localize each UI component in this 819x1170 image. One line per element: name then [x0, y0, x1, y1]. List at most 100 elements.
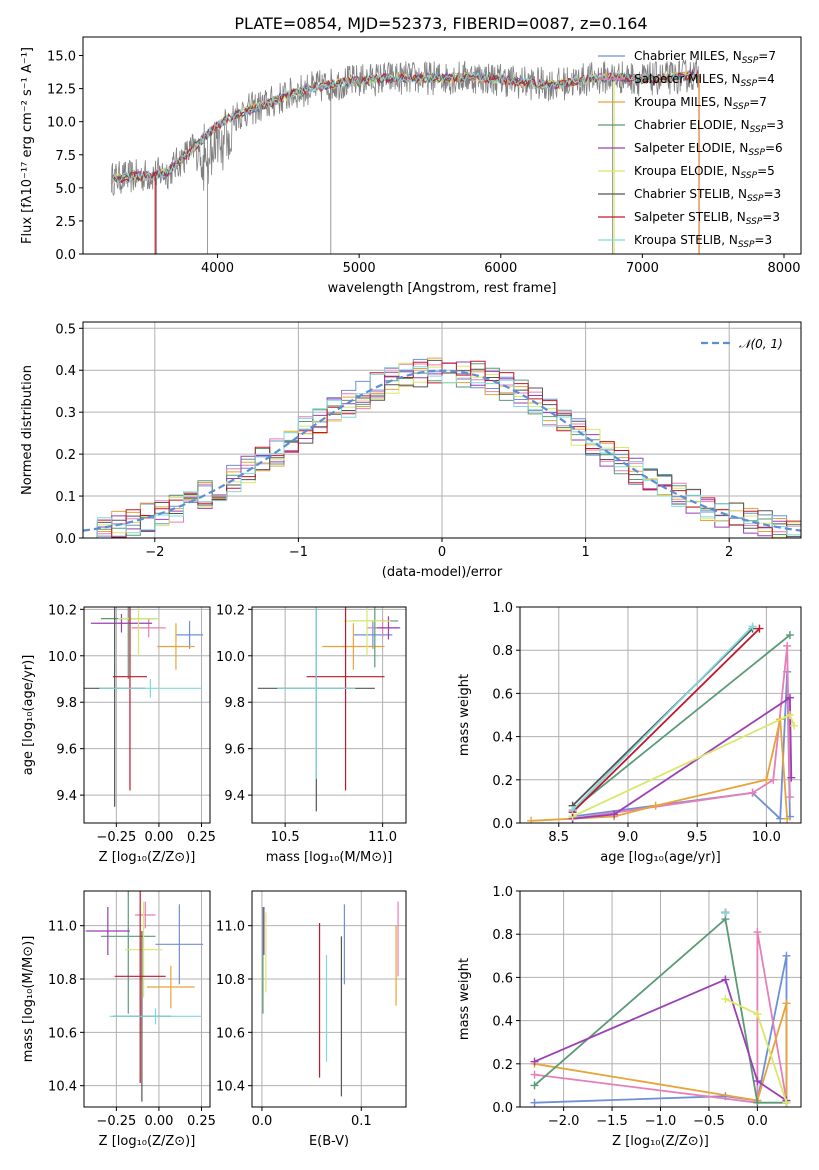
- weight-marker-salpeter_miles: [530, 1070, 539, 1079]
- weight-marker-salpeter_elodie: [787, 773, 796, 782]
- weight-marker-salpeter_miles: [753, 928, 762, 937]
- y-tick-label: 15.0: [47, 50, 76, 65]
- legend-label: Chabrier STELIB, NSSP=3: [634, 187, 781, 204]
- weight-marker-salpeter_stelib: [755, 624, 764, 633]
- y-axis-label: mass weight: [457, 674, 472, 756]
- x-tick-label: −1.0: [645, 1114, 677, 1129]
- weight-marker-kroupa_stelib: [748, 622, 757, 631]
- y-tick-label: 1.0: [492, 885, 513, 900]
- y-tick-label: 0.6: [492, 971, 513, 986]
- plot-frame: [519, 890, 802, 1108]
- error-bars: [257, 607, 401, 812]
- y-tick-label: 10.8: [216, 973, 245, 988]
- x-tick-label: 8000: [767, 261, 800, 276]
- y-tick-label: 0.2: [55, 448, 76, 463]
- weight-line-salpeter_stelib: [571, 627, 761, 813]
- x-tick-label: 0.00: [144, 1114, 173, 1129]
- error-bars: [84, 607, 204, 807]
- x-tick-label: 7000: [626, 261, 659, 276]
- x-axis-label: Z [log₁₀(Z/Z⊙)]: [99, 850, 196, 865]
- y-tick-label: 9.6: [56, 743, 77, 758]
- y-tick-label: 0.4: [55, 364, 76, 379]
- y-tick-label: 7.5: [55, 149, 76, 164]
- legend-subscript: SSP: [738, 240, 755, 250]
- y-tick-label: 9.4: [224, 789, 245, 804]
- y-tick-label: 0.1: [55, 490, 76, 505]
- legend-value: =3: [766, 118, 784, 132]
- weight-lines: [527, 622, 799, 823]
- legend-subscript: SSP: [741, 79, 758, 89]
- weight-marker-salpeter_miles: [785, 793, 794, 802]
- y-axis-label: Flux [fλ10⁻¹⁷ erg cm⁻² s⁻¹ A⁻¹]: [20, 47, 35, 244]
- weight-marker-chabrier_miles: [530, 1098, 539, 1107]
- y-axis-label: age [log₁₀(age/yr)]: [21, 655, 36, 776]
- weight-marker-kroupa_stelib: [568, 806, 577, 815]
- x-tick-label: 2: [725, 545, 733, 560]
- weight-marker-salpeter_miles: [748, 788, 757, 797]
- weight-marker-kroupa_miles: [762, 775, 771, 784]
- x-axis-label: Z [log₁₀(Z/Z⊙)]: [612, 1134, 709, 1149]
- x-tick-label: 0: [438, 545, 446, 560]
- y-tick-label: 9.4: [56, 789, 77, 804]
- x-tick-label: −0.25: [96, 830, 136, 845]
- y-tick-label: 11.0: [216, 920, 245, 935]
- figure-title: PLATE=0854, MJD=52373, FIBERID=0087, z=0…: [234, 14, 647, 33]
- x-tick-label: 6000: [484, 261, 517, 276]
- y-tick-label: 0.8: [492, 644, 513, 659]
- plot-frame: [83, 606, 211, 824]
- y-tick-label: 0.0: [492, 1101, 513, 1116]
- legend-value: =3: [754, 233, 772, 247]
- model-spectrum-kroupa_stelib: [110, 71, 698, 184]
- legend-subscript: SSP: [747, 194, 764, 204]
- weight-marker-kroupa_elodie: [790, 721, 799, 730]
- plot-frame: [519, 606, 802, 824]
- weight-marker-kroupa_miles: [527, 816, 536, 823]
- legend-value: =7: [749, 95, 767, 109]
- y-tick-label: 0.3: [55, 406, 76, 421]
- legend-label: Kroupa MILES, NSSP=7: [634, 95, 767, 112]
- weight-marker-salpeter_miles: [769, 775, 778, 784]
- y-tick-label: 2.5: [55, 215, 76, 230]
- y-axis-label: Normed distribution: [20, 365, 35, 495]
- y-axis-label: mass [log₁₀(M/M⊙)]: [21, 936, 36, 1063]
- weight-line-salpeter_miles: [572, 645, 791, 820]
- histograms: [83, 357, 801, 538]
- weight-marker-kroupa_elodie: [785, 711, 794, 719]
- x-tick-label: 10.0: [752, 830, 781, 845]
- weight-marker-salpeter_elodie: [610, 810, 619, 819]
- y-tick-label: 5.0: [55, 182, 76, 197]
- y-tick-label: 10.4: [48, 1080, 77, 1095]
- y-tick-label: 10.2: [216, 603, 245, 618]
- legend-label: Chabrier MILES, NSSP=7: [634, 49, 776, 66]
- y-tick-label: 0.6: [492, 687, 513, 702]
- y-tick-label: 0.0: [492, 817, 513, 832]
- x-tick-label: −1.5: [596, 1114, 628, 1129]
- x-tick-label: 0.0: [252, 1114, 273, 1129]
- weight-marker-chabrier_miles: [776, 814, 785, 823]
- weight-line-chabrier_elodie: [533, 917, 787, 1104]
- legend-label: 𝒩(0, 1): [739, 337, 783, 351]
- weight-marker-salpeter_elodie: [785, 693, 794, 702]
- weight-marker-kroupa_stelib: [721, 908, 730, 917]
- plot-frame: [251, 890, 407, 1108]
- gaussian-curve: [83, 369, 801, 532]
- y-tick-label: 10.4: [216, 1080, 245, 1095]
- error-bars: [262, 901, 399, 1097]
- x-axis-label: wavelength [Angstrom, rest frame]: [328, 281, 557, 296]
- y-tick-label: 10.6: [48, 1026, 77, 1041]
- weight-marker-salpeter_elodie: [721, 975, 730, 984]
- legend-subscript: SSP: [746, 217, 763, 227]
- histogram-kroupa_stelib: [83, 366, 801, 538]
- weight-marker-salpeter_elodie: [530, 1057, 539, 1066]
- x-axis-label: Z [log₁₀(Z/Z⊙)]: [99, 1134, 196, 1149]
- y-tick-label: 0.5: [55, 322, 76, 337]
- model-spectrum-chabrier_elodie: [110, 70, 698, 184]
- plot-frame: [82, 36, 802, 255]
- plot-frame: [251, 606, 407, 824]
- legend-value: =3: [764, 187, 782, 201]
- weight-marker-salpeter_elodie: [753, 1077, 762, 1086]
- plot-frame: [83, 890, 211, 1108]
- weight-marker-chabrier_miles: [782, 951, 791, 960]
- y-tick-label: 12.5: [47, 83, 76, 98]
